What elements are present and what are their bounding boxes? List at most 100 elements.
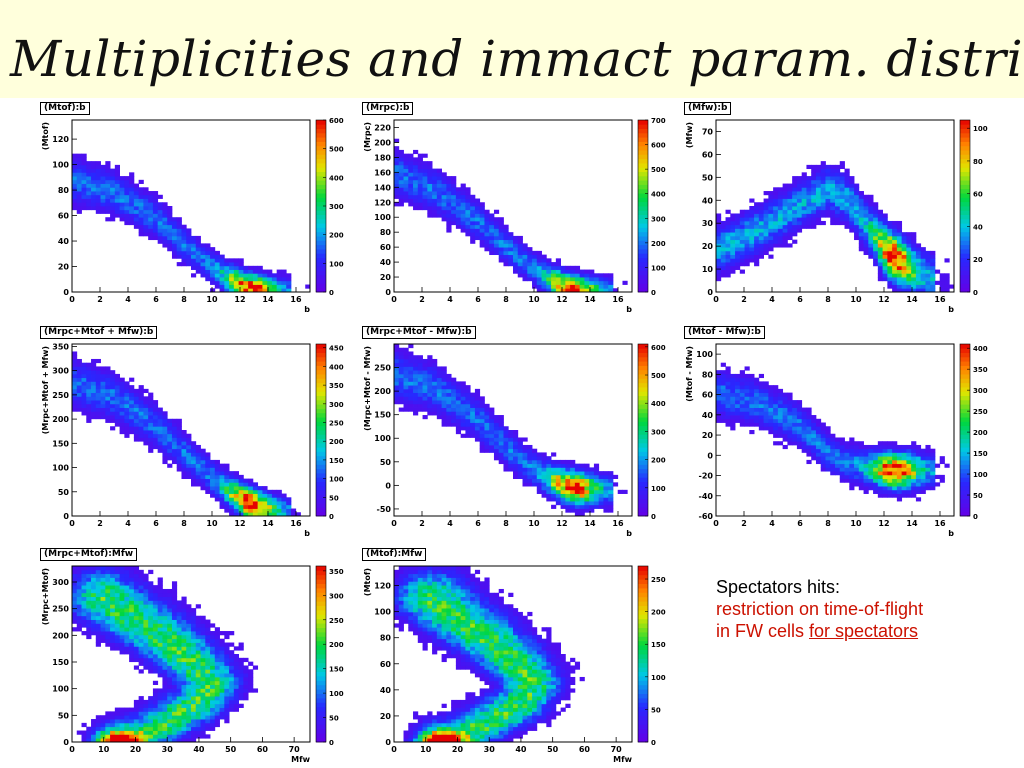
heatmap-cell: [72, 153, 78, 158]
heatmap-cell: [427, 381, 433, 386]
heatmap-cell: [124, 381, 130, 386]
heatmap-cell: [403, 191, 409, 196]
heatmap-cell: [517, 239, 523, 244]
heatmap-cell: [133, 569, 140, 575]
heatmap-cell: [541, 280, 547, 285]
heatmap-cell: [801, 411, 807, 416]
heatmap-cell: [479, 209, 485, 214]
heatmap-cell: [920, 463, 926, 468]
heatmap-cell: [205, 456, 211, 461]
heatmap-cell: [758, 400, 764, 405]
heatmap-cell: [906, 288, 912, 293]
heatmap-cell: [906, 474, 912, 480]
heatmap-cell: [148, 707, 154, 712]
heatmap-cell: [863, 232, 869, 237]
color-scale-segment: [316, 137, 326, 142]
heatmap-cell: [758, 396, 764, 401]
heatmap-cell: [394, 362, 400, 367]
heatmap-cell: [835, 456, 841, 461]
heatmap-cell: [138, 422, 144, 427]
heatmap-cell: [233, 501, 239, 506]
plot-border: [71, 343, 311, 517]
heatmap-cell: [181, 619, 187, 624]
heatmap-cell: [503, 456, 509, 461]
color-scale-segment: [316, 287, 326, 293]
heatmap-cell: [493, 418, 500, 423]
heatmap-cell: [238, 486, 244, 491]
heatmap-cell: [915, 456, 922, 461]
heatmap-cell: [446, 209, 452, 214]
heatmap-cell: [114, 373, 120, 379]
heatmap-cell: [498, 448, 504, 453]
heatmap-cell: [796, 441, 803, 446]
heatmap-cell: [436, 388, 442, 394]
heatmap-cell: [267, 288, 273, 293]
heatmap-cell: [906, 459, 912, 465]
heatmap-cell: [777, 396, 784, 401]
x-tick-label: 12: [878, 295, 889, 304]
heatmap-cell: [777, 206, 784, 211]
heatmap-cell: [408, 179, 414, 184]
heatmap-cell: [763, 422, 769, 427]
heatmap-cell: [408, 183, 414, 188]
heatmap-cell: [749, 239, 755, 244]
heatmap-cell: [413, 377, 419, 382]
heatmap-cell: [76, 191, 82, 196]
heatmap-cell: [417, 187, 423, 192]
heatmap-cell: [541, 456, 547, 461]
heatmap-cell: [432, 358, 438, 364]
heatmap-cell: [398, 407, 404, 412]
heatmap-cell: [138, 430, 144, 435]
heatmap-cell: [72, 206, 78, 211]
heatmap-cell: [129, 623, 135, 628]
heatmap-cell: [408, 168, 414, 173]
heatmap-cell: [281, 508, 287, 513]
heatmap-cell: [739, 377, 745, 382]
heatmap-cell: [152, 433, 159, 438]
heatmap-cell: [796, 224, 803, 229]
heatmap-cell: [782, 213, 788, 218]
heatmap-cell: [441, 176, 447, 181]
heatmap-cell: [119, 596, 125, 601]
heatmap-cell: [815, 202, 822, 207]
heatmap-cell: [403, 358, 409, 364]
color-scale-segment: [638, 223, 648, 228]
heatmap-cell: [413, 187, 419, 192]
heatmap-cell: [114, 631, 120, 636]
heatmap-cell: [262, 284, 268, 289]
heatmap-cell: [460, 426, 466, 431]
heatmap-cell: [758, 217, 764, 222]
heatmap-cell: [124, 385, 130, 390]
heatmap-cell: [901, 277, 907, 282]
heatmap-cell: [522, 247, 528, 252]
heatmap-cell: [470, 224, 476, 229]
heatmap-cell: [551, 478, 557, 483]
heatmap-cell: [91, 176, 97, 181]
color-scale-segment: [960, 361, 970, 366]
heatmap-cell: [157, 688, 163, 693]
heatmap-cell: [81, 411, 87, 416]
heatmap-cell: [176, 726, 182, 731]
heatmap-cell: [72, 194, 78, 199]
heatmap-cell: [72, 358, 78, 364]
heatmap-cell: [815, 187, 822, 192]
heatmap-cell: [749, 418, 755, 423]
heatmap-cell: [152, 631, 159, 636]
heatmap-cell: [138, 433, 144, 438]
heatmap-cell: [195, 265, 201, 270]
heatmap-cell: [901, 463, 907, 468]
heatmap-cell: [72, 592, 78, 598]
heatmap-cell: [413, 179, 419, 184]
heatmap-cell: [105, 164, 111, 170]
heatmap-cell: [787, 224, 793, 229]
heatmap-cell: [91, 573, 97, 578]
heatmap-cell: [446, 381, 452, 386]
heatmap-cell: [181, 235, 187, 241]
heatmap-cell: [214, 277, 220, 282]
heatmap-cell: [820, 426, 826, 431]
heatmap-cell: [882, 486, 888, 491]
heatmap-cell: [868, 448, 874, 453]
heatmap-cell: [186, 467, 192, 472]
heatmap-cell: [95, 172, 101, 177]
heatmap-cell: [915, 258, 922, 263]
